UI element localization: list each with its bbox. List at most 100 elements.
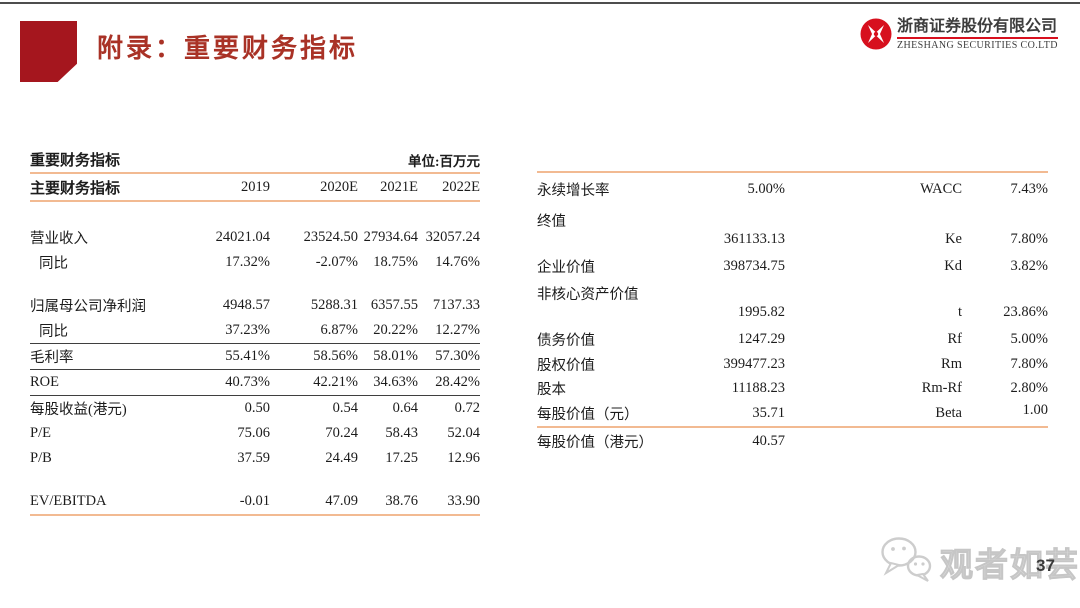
column-header-label: 主要财务指标	[30, 174, 152, 202]
metric-row: 归属母公司净利润 4948.57 5288.31 6357.55 7137.33	[30, 293, 480, 318]
cell-value: 399477.23	[723, 355, 785, 372]
row-label: 非核心资产价值	[537, 287, 639, 303]
cell-value: 75.06	[237, 425, 270, 441]
row-label: 每股收益(港元)	[30, 402, 127, 418]
row-label: Rm-Rf	[921, 379, 962, 396]
spacer-cell	[30, 201, 480, 225]
cell-value	[962, 427, 1048, 454]
row-label: 债务价值	[537, 332, 595, 349]
valuation-section: 永续增长率 5.00% WACC 7.43% 终值 361133.13 Ke 7.80% 企业价…	[537, 171, 1048, 454]
cell-value: 27934.64	[363, 229, 418, 245]
zheshang-logo-icon	[860, 18, 892, 55]
metric-row: ROE 40.73% 42.21% 34.63% 28.42%	[30, 369, 480, 396]
cell-value: 52.04	[447, 425, 480, 441]
column-header-year: 2021E	[358, 174, 418, 202]
cell-value: 37.59	[237, 450, 270, 466]
row-label: 同比	[39, 256, 68, 272]
row-label: 每股价值（港元）	[537, 434, 653, 451]
cell-value: 11188.23	[731, 379, 785, 396]
cell-value: 5288.31	[310, 297, 358, 313]
spacer-row	[30, 471, 480, 489]
cell-value: 34.63%	[358, 369, 418, 396]
cell-value: 24.49	[325, 450, 358, 466]
cell-value: 58.56%	[270, 343, 358, 370]
row-label: 企业价值	[537, 259, 595, 276]
row-label: Rf	[947, 330, 963, 347]
row-label: Rm	[941, 355, 962, 372]
company-logo: 浙商证券股份有限公司 ZHESHANG SECURITIES CO.LTD	[860, 18, 1058, 55]
metric-row: EV/EBITDA -0.01 47.09 38.76 33.90	[30, 489, 480, 516]
cell-value: 1995.82	[737, 304, 785, 320]
cell-value: 361133.13	[723, 231, 785, 247]
cell-value: 42.21%	[270, 369, 358, 396]
page-number: 37	[1036, 556, 1055, 575]
cell-value: 23524.50	[303, 229, 358, 245]
metrics-table-title: 重要财务指标	[30, 153, 121, 169]
row-label: Kd	[944, 257, 962, 274]
cell-value: 7137.33	[432, 297, 480, 313]
metrics-table-unit: 单位:百万元	[408, 154, 480, 169]
metric-row: P/B 37.59 24.49 17.25 12.96	[30, 446, 480, 471]
wechat-icon	[878, 533, 934, 590]
row-label: 毛利率	[30, 343, 152, 370]
spacer-cell	[30, 275, 480, 293]
cell-value: 0.64	[392, 400, 418, 416]
page-title: 附录：重要财务指标	[97, 34, 359, 63]
row-label: P/B	[30, 450, 52, 466]
cell-value: 17.25	[385, 450, 418, 466]
row-label: 股本	[537, 381, 566, 398]
cell-value: 4948.57	[222, 297, 270, 313]
logo-underline	[897, 37, 1058, 40]
row-label: 每股价值（元）	[537, 400, 667, 428]
cell-value: 32057.24	[425, 229, 480, 245]
row-label: Ke	[945, 231, 962, 247]
row-label: 永续增长率	[537, 183, 610, 199]
cell-value: 58.43	[385, 425, 418, 441]
spacer-row	[30, 275, 480, 293]
cell-value: 12.27%	[418, 318, 480, 344]
financial-metrics-section: 重要财务指标 单位:百万元 主要财务指标 2019 2020E 2021E 2022E …	[30, 150, 480, 516]
metric-row: P/E 75.06 70.24 58.43 52.04	[30, 421, 480, 446]
company-name-en: ZHESHANG SECURITIES CO.LTD	[897, 40, 1058, 52]
cell-value: 47.09	[270, 489, 358, 516]
watermark-text: 观者如芸	[940, 545, 1080, 583]
cell-value: 7.43%	[1010, 181, 1048, 197]
cell-value: 24021.04	[215, 229, 270, 245]
cell-value: 18.75%	[373, 254, 418, 270]
valuation-row: 股权价值 399477.23 Rm 7.80%	[537, 352, 1048, 376]
cell-value: 28.42%	[418, 369, 480, 396]
cell-value: 20.22%	[358, 318, 418, 344]
metric-row: 同比 17.32% -2.07% 18.75% 14.76%	[30, 250, 480, 275]
cell-value: 33.90	[418, 489, 480, 516]
valuation-row: 债务价值 1247.29 Rf 5.00%	[537, 326, 1048, 352]
metric-row: 毛利率 55.41% 58.56% 58.01% 57.30%	[30, 343, 480, 370]
cell-value: 6357.55	[370, 297, 418, 313]
cell-value: 55.41%	[152, 343, 270, 370]
cell-value: 5.00%	[1010, 330, 1048, 347]
row-label: P/E	[30, 425, 51, 441]
cell-value: 38.76	[358, 489, 418, 516]
cell-value: 57.30%	[418, 343, 480, 370]
title-marker	[20, 21, 77, 82]
valuation-row: 股本 11188.23 Rm-Rf 2.80%	[537, 376, 1048, 400]
valuation-row: 企业价值 398734.75 Kd 3.82%	[537, 253, 1048, 279]
top-divider	[0, 2, 1080, 4]
cell-value: -0.01	[152, 489, 270, 516]
metric-row: 同比 37.23% 6.87% 20.22% 12.27%	[30, 318, 480, 344]
metrics-table: 主要财务指标 2019 2020E 2021E 2022E 营业收入 24021.04 23…	[30, 174, 480, 516]
cell-value: -2.07%	[315, 254, 358, 270]
cell-value: 398734.75	[723, 257, 785, 274]
valuation-table: 永续增长率 5.00% WACC 7.43% 终值 361133.13 Ke 7.80% 企业价…	[537, 173, 1048, 454]
row-label	[785, 427, 962, 454]
cell-value: 0.54	[332, 400, 358, 416]
row-label: 股权价值	[537, 357, 595, 374]
cell-value: 58.01%	[358, 343, 418, 370]
row-label: Beta	[785, 400, 962, 428]
row-label: 归属母公司净利润	[30, 299, 146, 315]
column-header-year: 2019	[152, 174, 270, 202]
row-label: t	[957, 304, 962, 320]
cell-value: 14.76%	[435, 254, 480, 270]
metric-row: 每股收益(港元) 0.50 0.54 0.64 0.72	[30, 396, 480, 422]
cell-value: 23.86%	[1003, 304, 1048, 320]
